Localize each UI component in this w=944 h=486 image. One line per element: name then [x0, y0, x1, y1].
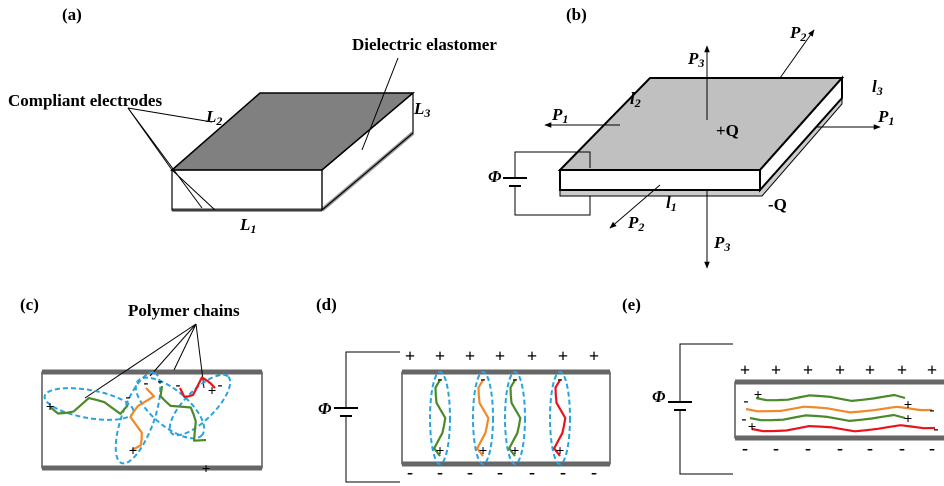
charge-sign: -: [742, 411, 747, 427]
charge-sign: +: [897, 360, 907, 380]
charge-sign: +: [479, 443, 488, 459]
annotation: Compliant electrodes: [8, 91, 162, 110]
charge-sign: +: [754, 387, 763, 403]
charge-sign: +: [46, 399, 55, 415]
panel-label: (c): [20, 295, 39, 314]
charge-sign: +: [556, 443, 565, 459]
charge-sign: +: [803, 360, 813, 380]
voltage: Φ: [652, 387, 666, 406]
panel-label: (e): [622, 295, 641, 314]
charge-sign: -: [467, 462, 473, 482]
charge-sign: -: [497, 462, 503, 482]
pointer: [128, 108, 212, 122]
charge-sign: -: [837, 438, 843, 458]
figure: (a) Dielectric elastomer Compliant elect…: [0, 0, 944, 486]
box-front: [172, 170, 322, 210]
charge-sign: +: [904, 411, 913, 427]
dimension: l3: [872, 77, 883, 98]
wire: [680, 344, 733, 402]
dimension: L3: [413, 99, 430, 120]
charge-sign: +: [435, 346, 445, 366]
charge-sign: -: [899, 438, 905, 458]
charge-sign: +: [740, 360, 750, 380]
charge-sign: +: [495, 346, 505, 366]
charge-sign: -: [407, 462, 413, 482]
charge-sign: -: [481, 371, 486, 387]
charge-sign: +: [865, 360, 875, 380]
charge-sign: +: [511, 443, 520, 459]
charge-sign: +: [465, 346, 475, 366]
charge-sign: -: [529, 462, 535, 482]
charge-sign: -: [773, 438, 779, 458]
wire: [346, 352, 400, 408]
annotation: Dielectric elastomer: [352, 35, 497, 54]
force: P2: [627, 213, 644, 234]
charge-sign: -: [867, 438, 873, 458]
charge-sign: -: [126, 389, 131, 405]
panel-c: (c) Polymer chains +-+---+-+: [20, 295, 262, 477]
annotation: Polymer chains: [128, 301, 240, 320]
voltage: Φ: [318, 399, 332, 418]
charge-sign: +: [208, 383, 217, 399]
polymer-chain: [131, 388, 155, 450]
charge-sign: +: [771, 360, 781, 380]
charge-sign: +: [558, 346, 568, 366]
charge-sign: -: [437, 462, 443, 482]
panel-label: (a): [62, 5, 82, 24]
wire: [346, 416, 400, 482]
force: P3: [687, 49, 704, 70]
charge-sign: -: [934, 421, 939, 437]
top-electrode: [172, 93, 413, 170]
charge-sign: -: [218, 377, 223, 393]
charge: -Q: [768, 195, 787, 214]
charge-sign: -: [929, 438, 935, 458]
charge-sign: -: [930, 402, 935, 418]
panel-label: (b): [566, 5, 587, 24]
force: P2: [789, 23, 806, 44]
charge-sign: -: [591, 462, 597, 482]
panel-a: (a) Dielectric elastomer Compliant elect…: [8, 5, 497, 236]
charge-sign: -: [438, 371, 443, 387]
charge-sign: -: [558, 371, 563, 387]
charge-sign: -: [560, 462, 566, 482]
polymer-chain: [750, 415, 905, 421]
charge-sign: +: [405, 346, 415, 366]
charge-sign: +: [748, 419, 757, 435]
wire: [680, 410, 733, 474]
polymer-chain: [756, 395, 905, 401]
charge-sign: -: [742, 438, 748, 458]
charge-sign: +: [927, 360, 937, 380]
charge-sign: -: [513, 371, 518, 387]
charge-sign: +: [436, 443, 445, 459]
charge-sign: -: [144, 375, 149, 391]
panel-label: (d): [316, 295, 337, 314]
dimension: L2: [205, 107, 222, 128]
charge-sign: -: [805, 438, 811, 458]
charge-sign: +: [129, 443, 138, 459]
panel-b: (b) Φ P3 P2 l3 P1 l2 +Q P1 P2 l1 -Q P3: [488, 5, 894, 268]
force: P1: [877, 107, 894, 128]
charge-sign: -: [158, 373, 163, 389]
charge-sign: -: [176, 377, 181, 393]
charge: +Q: [716, 121, 739, 140]
panel-e: (e) Φ +--++-+-+++++++-------: [622, 295, 944, 474]
panel-d: (d) Φ -+-+-+-++++++++-------: [316, 295, 610, 482]
force: P1: [551, 105, 568, 126]
dimension: L1: [239, 215, 256, 236]
charge-sign: -: [744, 393, 749, 409]
force: P3: [713, 233, 730, 254]
charge-sign: +: [202, 461, 211, 477]
charge-sign: +: [527, 346, 537, 366]
charge-sign: +: [835, 360, 845, 380]
voltage: Φ: [488, 167, 502, 186]
plate-front: [560, 170, 760, 190]
charge-sign: +: [589, 346, 599, 366]
